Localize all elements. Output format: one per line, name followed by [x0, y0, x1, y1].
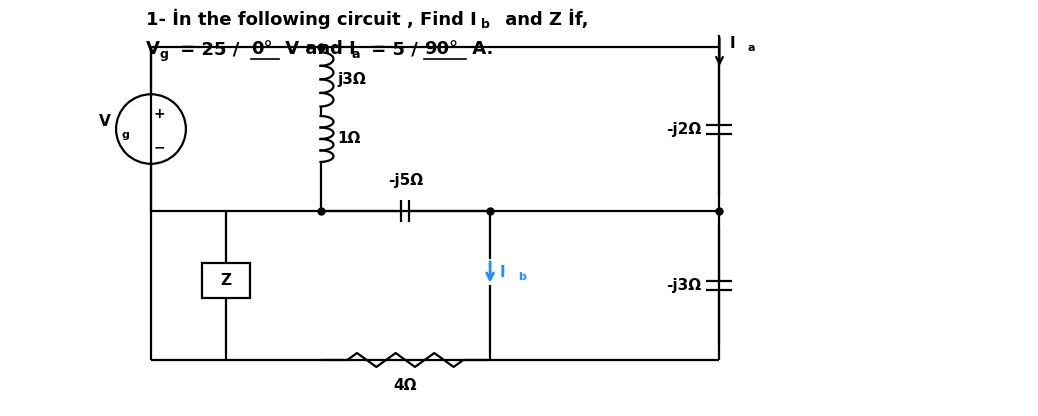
Text: I: I — [500, 265, 506, 280]
Text: b: b — [518, 272, 526, 282]
Text: and Z İf,: and Z İf, — [499, 10, 589, 29]
Text: j3Ω: j3Ω — [337, 72, 366, 87]
Text: −: − — [154, 140, 165, 154]
Text: V and I: V and I — [278, 40, 355, 58]
Text: V: V — [146, 40, 160, 58]
Text: +: + — [154, 107, 165, 121]
Text: 90°: 90° — [425, 40, 459, 58]
Text: 1Ω: 1Ω — [337, 131, 361, 146]
Text: g: g — [160, 48, 168, 61]
Text: I: I — [730, 36, 735, 51]
Text: -j5Ω: -j5Ω — [388, 173, 422, 188]
Text: 4Ω: 4Ω — [393, 378, 417, 393]
Text: g: g — [121, 130, 129, 140]
Bar — [201, 262, 250, 298]
Text: V: V — [99, 114, 111, 129]
Text: Z: Z — [220, 273, 231, 288]
Text: = 25 /: = 25 / — [174, 40, 240, 58]
Text: A.: A. — [466, 40, 493, 58]
Text: 0°: 0° — [251, 40, 272, 58]
Text: a: a — [352, 48, 360, 61]
Text: -j2Ω: -j2Ω — [666, 121, 702, 136]
Text: -j3Ω: -j3Ω — [666, 278, 702, 293]
Text: = 5 /: = 5 / — [365, 40, 418, 58]
Text: 1- İn the following circuit , Find I: 1- İn the following circuit , Find I — [146, 9, 476, 30]
Text: b: b — [482, 18, 490, 31]
Text: a: a — [747, 43, 755, 53]
